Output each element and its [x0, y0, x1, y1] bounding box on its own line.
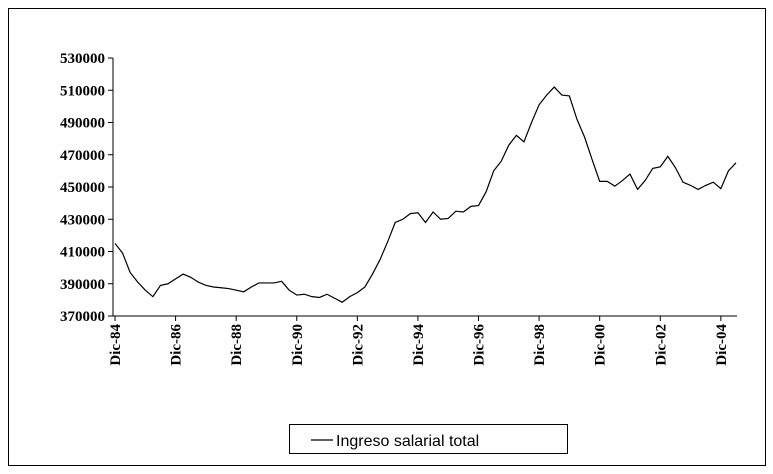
x-tick-label: Dic-02 [653, 324, 669, 366]
legend-box [289, 424, 568, 454]
x-tick-label: Dic-96 [472, 324, 488, 366]
x-tick-label: Dic-84 [108, 324, 124, 366]
x-tick-label: Dic-86 [169, 324, 185, 366]
x-tick-label: Dic-98 [532, 324, 548, 366]
y-tick-label: 390000 [60, 277, 105, 293]
y-tick-label: 510000 [60, 83, 105, 99]
y-tick-label: 470000 [60, 148, 105, 164]
x-tick-label: Dic-92 [350, 324, 366, 366]
legend: Ingreso salarial total [289, 424, 568, 454]
x-tick-label: Dic-88 [229, 324, 245, 366]
x-tick-label: Dic-94 [411, 324, 427, 366]
y-tick-label: 530000 [60, 51, 105, 67]
y-tick-label: 430000 [60, 212, 105, 228]
y-tick-label: 410000 [60, 245, 105, 261]
x-tick-label: Dic-90 [290, 324, 306, 366]
y-tick-label: 450000 [60, 180, 105, 196]
x-tick-label: Dic-00 [593, 324, 609, 366]
y-tick-label: 370000 [60, 309, 105, 325]
y-tick-label: 490000 [60, 116, 105, 132]
legend-label: Ingreso salarial total [336, 433, 479, 450]
x-tick-label: Dic-04 [714, 324, 730, 366]
series-line [114, 86, 737, 303]
chart-border [8, 8, 766, 466]
